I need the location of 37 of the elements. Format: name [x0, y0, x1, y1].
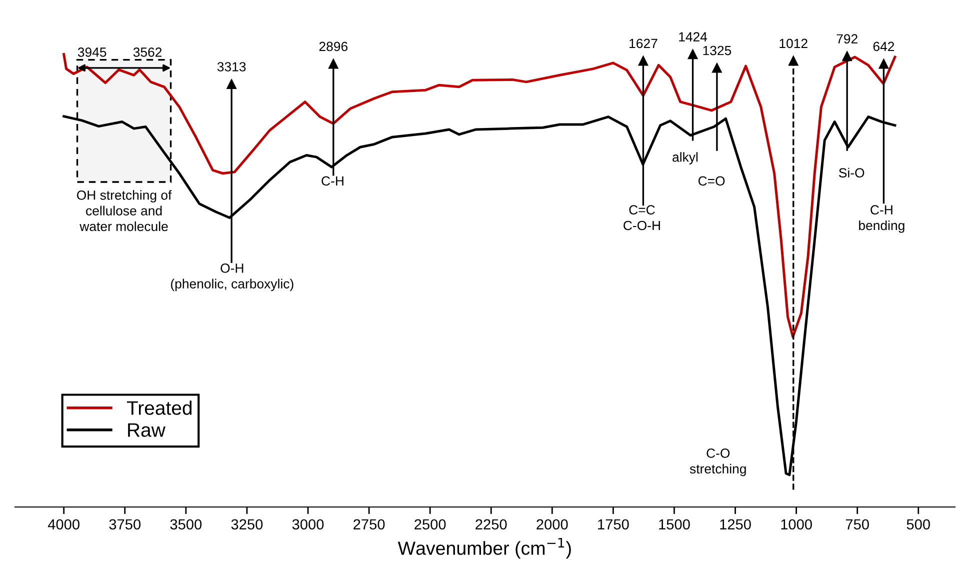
- annotation: C-H: [322, 176, 344, 186]
- annotation: O-H (phenolic, carboxylic): [170, 263, 294, 292]
- annotation: 3562: [133, 48, 162, 57]
- x-tick-label: 1500: [659, 519, 690, 530]
- ref-line-label: 3313: [217, 62, 246, 72]
- x-tick-label: 3250: [231, 519, 263, 530]
- x-tick-label: 2250: [476, 519, 507, 530]
- ref-line-label: 1627: [630, 38, 658, 48]
- ref-line-label: 1012: [780, 38, 808, 48]
- ref-line-label: 2896: [319, 42, 348, 52]
- x-tick-label: 2750: [354, 519, 385, 530]
- annotation: alkyl: [672, 152, 698, 164]
- x-tick-label: 3000: [292, 519, 324, 530]
- annotation: C-O stretching: [690, 448, 746, 476]
- x-tick-label: 4000: [48, 519, 80, 530]
- x-tick-label: 3500: [170, 519, 202, 530]
- x-tick-label: 3750: [109, 519, 141, 530]
- x-tick-label: 1250: [720, 519, 751, 530]
- x-tick-label: 1000: [781, 519, 812, 530]
- band-label: OH stretching of cellulose and water molecule: [76, 190, 172, 232]
- ref-line-label: 642: [873, 42, 894, 52]
- x-tick-label: 2500: [414, 519, 446, 530]
- legend-label: Treated: [126, 400, 192, 415]
- x-tick-label: 750: [846, 519, 869, 530]
- annotation: Si-O: [839, 168, 864, 178]
- x-tick-label: 1750: [598, 519, 629, 530]
- x-tick-label: 500: [906, 519, 930, 530]
- ref-line-label: 1424: [679, 32, 708, 42]
- ref-line-label: 792: [836, 34, 858, 44]
- ref-line-label: 1325: [703, 46, 732, 56]
- annotation: C=C C-O-H: [624, 205, 660, 230]
- x-tick-label: 2000: [536, 519, 568, 530]
- legend-label: Raw: [128, 423, 166, 437]
- x-axis-title: Wavenumber (cm$^{−1}$): [398, 538, 571, 559]
- annotation: 3945: [78, 48, 106, 57]
- annotation: C-H bending: [859, 205, 904, 233]
- annotation: C=O: [698, 176, 725, 186]
